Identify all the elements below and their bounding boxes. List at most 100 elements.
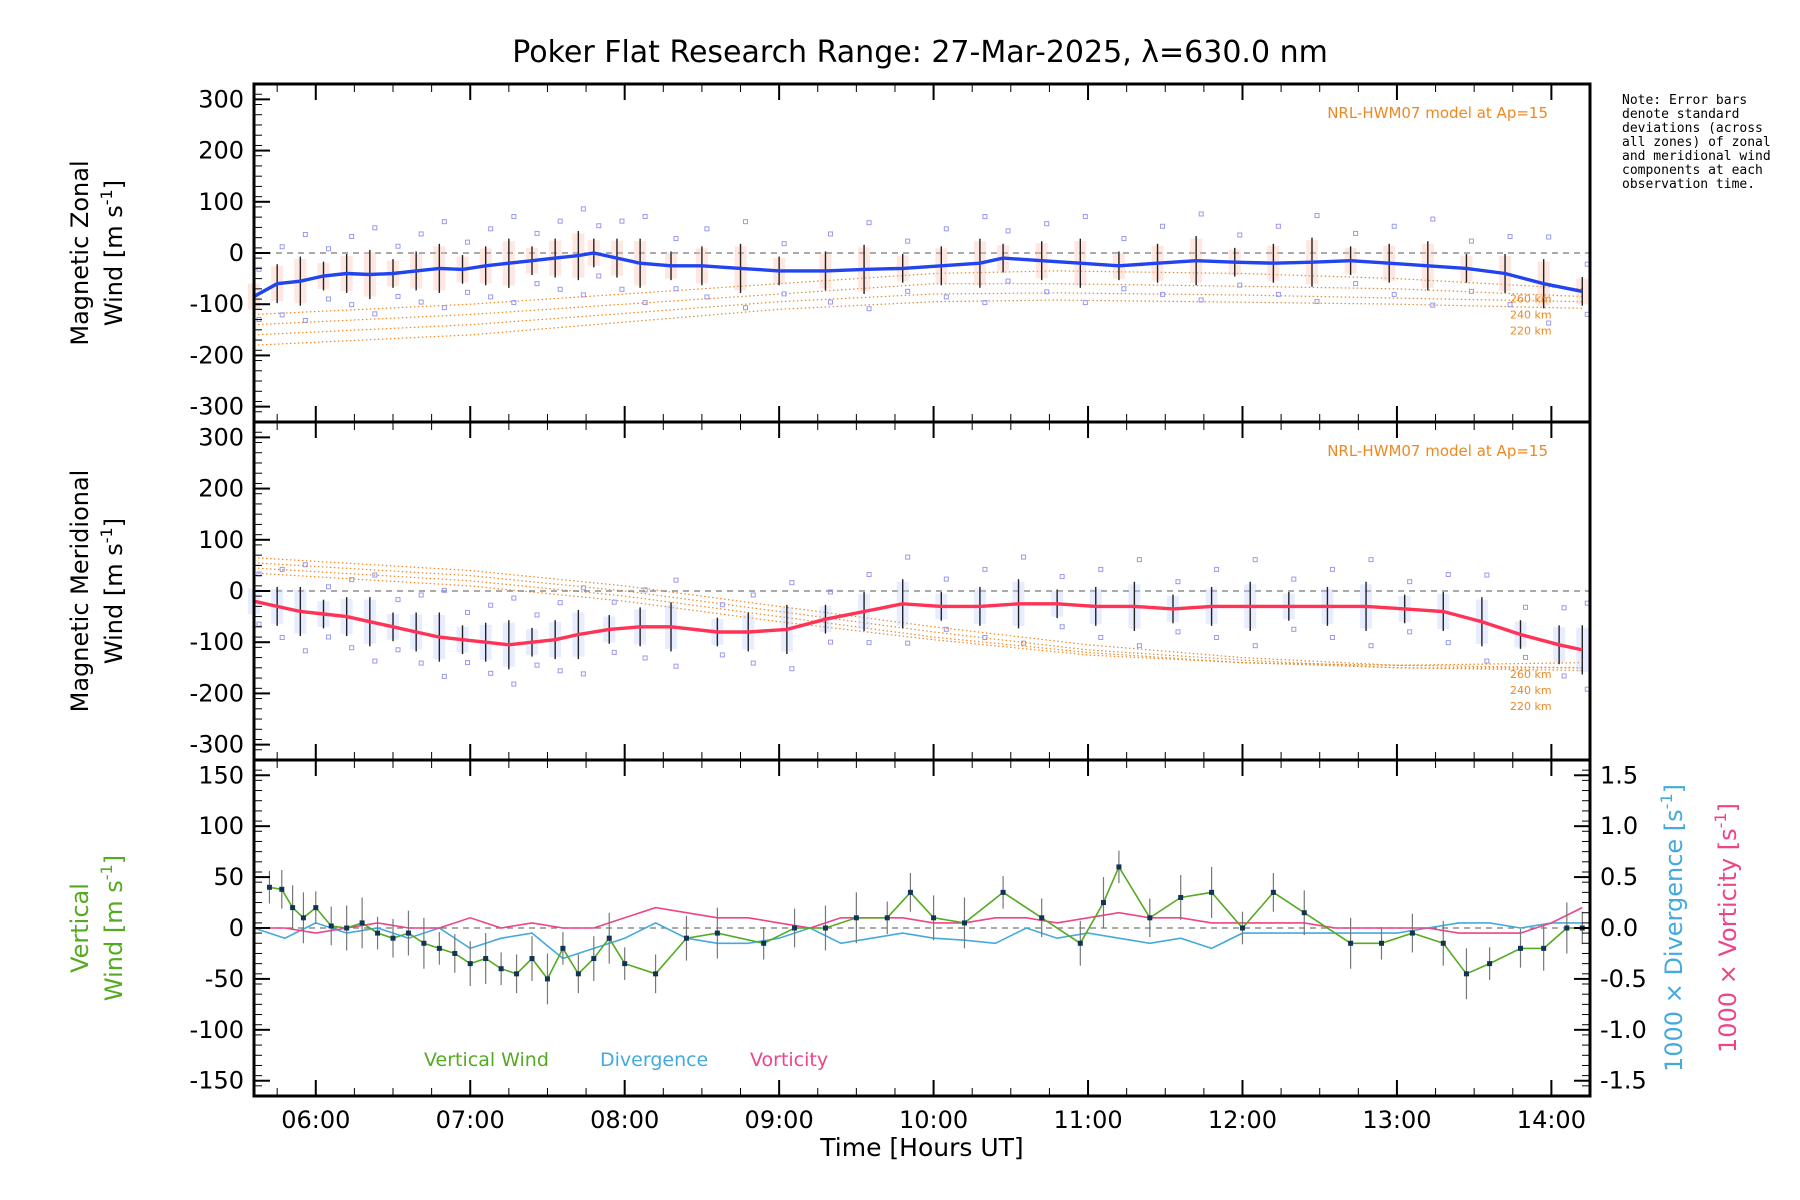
zonal-wind-line	[253, 251, 1583, 298]
divergence-tick-label: 0.0	[1600, 914, 1638, 942]
meridional-zone-point	[642, 587, 648, 593]
meridional-zone-point	[866, 640, 872, 646]
meridional-zone-point	[1561, 673, 1567, 679]
meridional-zone-point	[256, 621, 262, 627]
meridional-zone-point	[982, 635, 988, 641]
divergence-ylabel: 1000 × Divergence [s-1]	[1657, 784, 1688, 1072]
zonal-ylabel: Magnetic Zonal Wind [m s-1]	[66, 160, 128, 345]
divergence-tick-label: -1.5	[1600, 1067, 1647, 1095]
zonal-zone-point	[441, 219, 447, 225]
vertical-wind-point	[822, 925, 828, 931]
x-tick-label: 14:00	[1517, 1106, 1586, 1134]
zonal-zone-point	[827, 299, 833, 305]
vertical-wind-point	[907, 889, 913, 895]
zonal-zone-point	[256, 266, 262, 272]
meridional-zone-point	[418, 660, 424, 666]
zonal-zone-point	[302, 317, 308, 323]
zonal-zone-point	[557, 218, 563, 224]
zonal-zone-point	[1082, 300, 1088, 306]
zonal-zone-point	[1237, 282, 1243, 288]
meridional-zone-point	[905, 640, 911, 646]
legend-item: Vertical Wind	[424, 1049, 549, 1071]
meridional-zone-point	[557, 668, 563, 674]
meridional-zone-point	[395, 647, 401, 653]
meridional-zone-point	[1291, 576, 1297, 582]
meridional-zone-point	[465, 660, 471, 666]
divergence-ylabel-close: ]	[1660, 784, 1688, 793]
zonal-zone-point	[642, 300, 648, 306]
meridional-model-curve	[253, 562, 1583, 671]
meridional-tick-label: 100	[198, 526, 244, 554]
zonal-zone-point	[1044, 289, 1050, 295]
zonal-zone-point	[943, 294, 949, 300]
meridional-zone-point	[789, 580, 795, 586]
zonal-zone-point	[534, 281, 540, 287]
vorticity-ylabel-exp: -1	[1711, 812, 1730, 828]
vertical-wind-point	[1209, 889, 1215, 895]
x-tick-label: 09:00	[745, 1106, 814, 1134]
meridional-zone-point	[1445, 640, 1451, 646]
meridional-tick-label: -100	[190, 628, 244, 656]
zonal-tick-label: -300	[190, 393, 244, 421]
vertical-wind-point	[467, 961, 473, 967]
meridional-zone-point	[1445, 572, 1451, 578]
zonal-zone-point	[1430, 216, 1436, 222]
zonal-zone-point	[1121, 286, 1127, 292]
zonal-zone-point	[1353, 230, 1359, 236]
zonal-zone-point	[395, 293, 401, 299]
meridional-zone-point	[827, 589, 833, 595]
zonal-zone-point	[1391, 291, 1397, 297]
meridional-zone-point	[1329, 566, 1335, 572]
zonal-zone-point	[1314, 213, 1320, 219]
vertical-wind-point	[405, 930, 411, 936]
zonal-model-curve	[253, 283, 1583, 326]
meridional-zone-point	[673, 663, 679, 669]
meridional-zone-point	[827, 639, 833, 645]
zonal-zone-point	[827, 231, 833, 237]
vertical-tick-label: 150	[198, 761, 244, 789]
meridional-zone-point	[1136, 643, 1142, 649]
zonal-tick-label: -200	[190, 341, 244, 369]
zonal-zone-point	[781, 291, 787, 297]
vertical-ylabel-line1: Vertical	[66, 883, 94, 973]
zonal-zone-point	[1005, 228, 1011, 234]
vertical-wind-point	[1517, 945, 1523, 951]
vorticity-line	[254, 906, 1583, 934]
vertical-wind-point	[792, 925, 798, 931]
x-tick-label: 08:00	[590, 1106, 659, 1134]
model-curves-layer	[253, 270, 1583, 671]
zonal-zone-point	[1082, 214, 1088, 220]
vertical-wind-point	[1348, 940, 1354, 946]
meridional-zone-point	[1059, 624, 1065, 630]
vertical-wind-point	[1116, 864, 1122, 870]
vertical-wind-point	[529, 956, 535, 962]
zonal-zone-point	[1275, 223, 1281, 229]
divergence-tick-label: -0.5	[1600, 965, 1647, 993]
vertical-wind-point	[1487, 961, 1493, 967]
divergence-tick-label: 1.0	[1600, 812, 1638, 840]
zonal-zone-point	[557, 286, 563, 292]
labels-layer: NRL-HWM07 model at Ap=15 260 km 240 km 220 …	[66, 104, 1742, 1162]
zonal-model-label: NRL-HWM07 model at Ap=15	[1327, 104, 1548, 122]
meridional-zone-point	[750, 592, 756, 598]
zonal-zone-point	[905, 238, 911, 244]
zonal-zone-point	[619, 218, 625, 224]
zonal-zone-point	[1275, 291, 1281, 297]
meridional-zone-point	[511, 681, 517, 687]
zonal-tick-label: 0	[229, 239, 244, 267]
vorticity-ylabel-main: 1000 × Vorticity [s	[1714, 828, 1742, 1053]
zonal-zone-point	[1468, 238, 1474, 244]
divergence-ylabel-exp: -1	[1657, 793, 1676, 809]
meridional-zone-point	[1329, 635, 1335, 641]
zonal-zone-point	[418, 299, 424, 305]
divergence-tick-label: 0.5	[1600, 863, 1638, 891]
meridional-zone-point	[326, 634, 332, 640]
zonal-zone-point	[1044, 221, 1050, 227]
vertical-wind-point	[344, 925, 350, 931]
zonal-tick-label: 100	[198, 188, 244, 216]
zonal-tick-label: -100	[190, 290, 244, 318]
meridional-zone-point	[511, 595, 517, 601]
vertical-wind-point	[498, 966, 504, 972]
zonal-zone-point	[1546, 234, 1552, 240]
